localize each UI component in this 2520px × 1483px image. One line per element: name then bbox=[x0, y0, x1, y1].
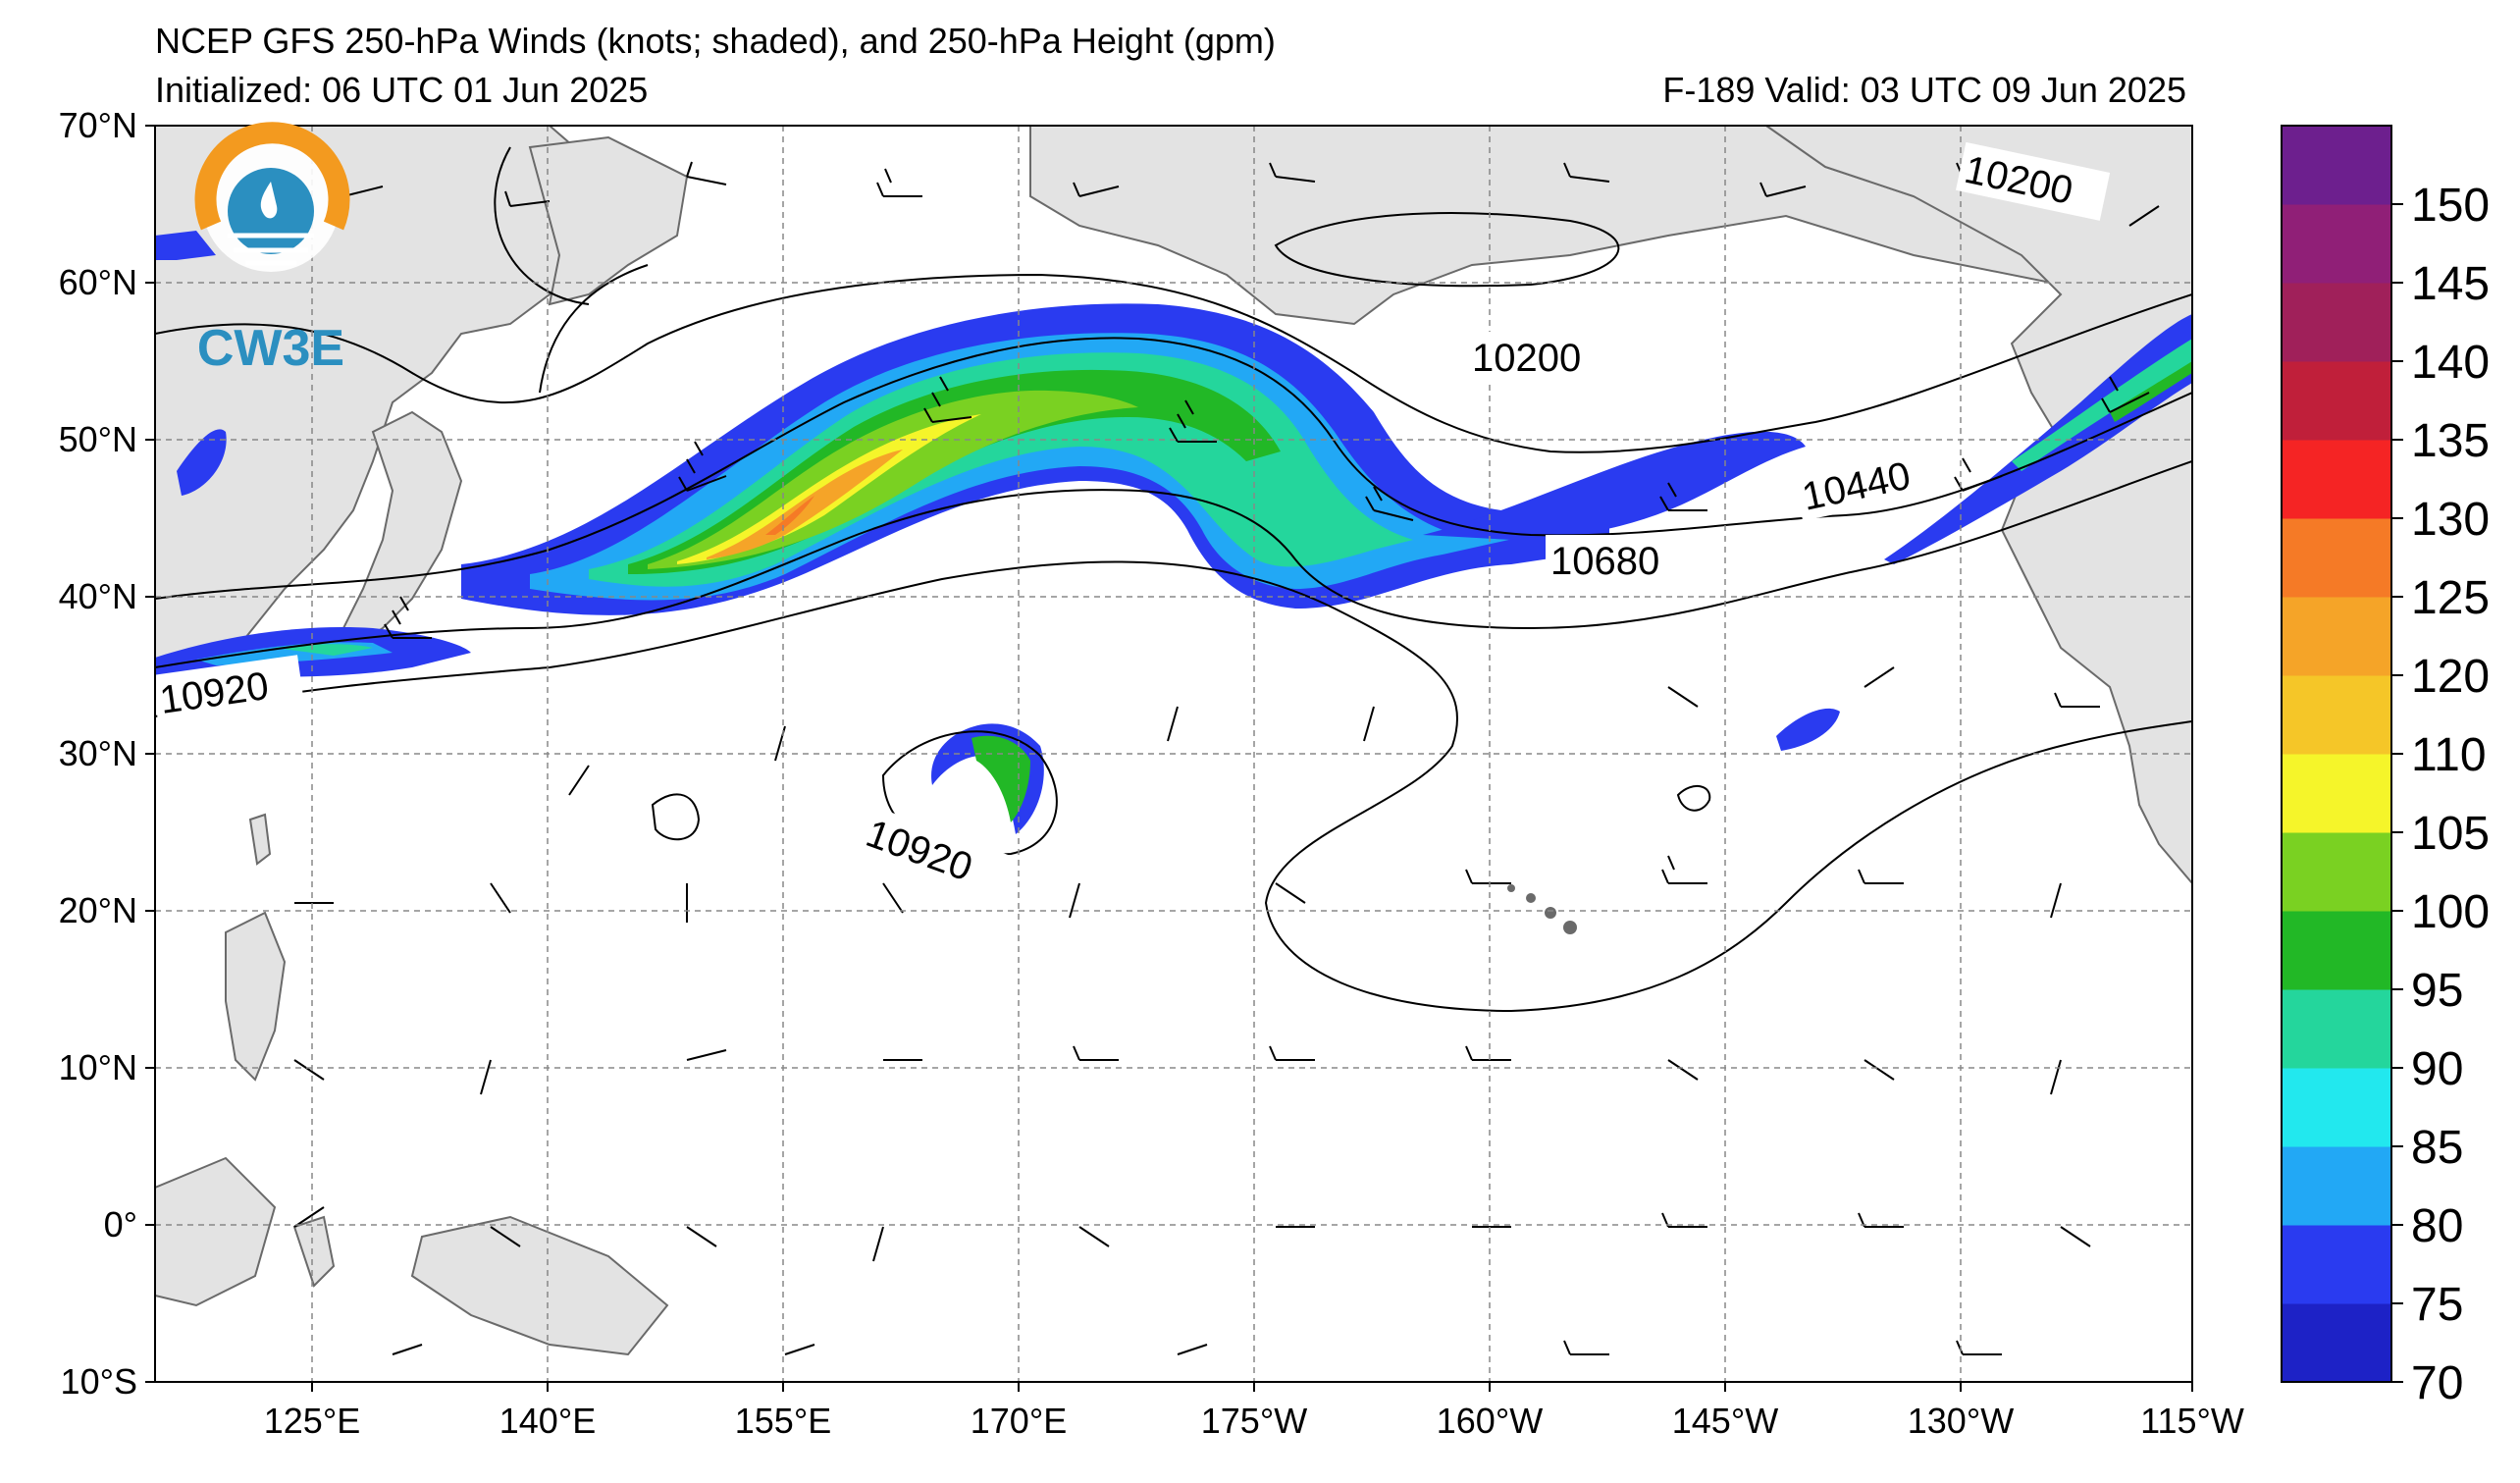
colorbar-swatch bbox=[2282, 675, 2391, 755]
colorbar-tick-label: 70 bbox=[2411, 1357, 2463, 1409]
cw3e-logo: CW3E bbox=[194, 122, 350, 377]
colorbar-tick-label: 145 bbox=[2411, 258, 2490, 310]
height-contours bbox=[155, 146, 2192, 1013]
longitude-labels: 125°E 140°E 155°E 170°E 175°W 160°W 145°… bbox=[264, 1401, 2244, 1441]
wind-barbs bbox=[293, 161, 2160, 1355]
colorbar-tick-label: 85 bbox=[2411, 1122, 2463, 1174]
colorbar-swatch bbox=[2282, 518, 2391, 598]
colorbar-swatch bbox=[2282, 361, 2391, 441]
lat-label: 30°N bbox=[59, 733, 137, 773]
colorbar-tick-label: 105 bbox=[2411, 808, 2490, 860]
lat-label: 70°N bbox=[59, 105, 137, 145]
lat-label: 10°S bbox=[61, 1361, 137, 1402]
lat-label: 60°N bbox=[59, 262, 137, 302]
colorbar-swatch bbox=[2282, 1225, 2391, 1304]
lon-label: 145°W bbox=[1672, 1401, 1778, 1441]
contour-label: 10200 bbox=[1472, 337, 1581, 380]
init-time: Initialized: 06 UTC 01 Jun 2025 bbox=[155, 70, 649, 110]
colorbar-tick-label: 140 bbox=[2411, 337, 2490, 389]
latitude-labels: 70°N 60°N 50°N 40°N 30°N 20°N 10°N 0° 10… bbox=[59, 105, 137, 1402]
colorbar-tick-label: 100 bbox=[2411, 886, 2490, 938]
colorbar-tick-label: 95 bbox=[2411, 965, 2463, 1017]
colorbar-swatch bbox=[2282, 1146, 2391, 1226]
lat-label: 50°N bbox=[59, 419, 137, 459]
axis-ticks bbox=[145, 125, 2193, 1392]
colorbar-tick-label: 75 bbox=[2411, 1279, 2463, 1331]
colorbar-tick-label: 150 bbox=[2411, 180, 2490, 232]
colorbar-swatch bbox=[2282, 832, 2391, 912]
lat-label: 10°N bbox=[59, 1047, 137, 1087]
colorbar-tick-label: 110 bbox=[2411, 729, 2487, 781]
colorbar-swatch bbox=[2282, 283, 2391, 362]
lon-label: 125°E bbox=[264, 1401, 360, 1441]
lon-label: 115°W bbox=[2140, 1401, 2244, 1441]
lon-label: 130°W bbox=[1908, 1401, 2014, 1441]
lat-label: 40°N bbox=[59, 576, 137, 616]
colorbar-tick-label: 90 bbox=[2411, 1043, 2463, 1095]
colorbar-tick-label: 135 bbox=[2411, 415, 2490, 467]
colorbar-swatch bbox=[2282, 1068, 2391, 1147]
lon-label: 160°W bbox=[1437, 1401, 1543, 1441]
lon-label: 170°E bbox=[971, 1401, 1067, 1441]
lat-label: 0° bbox=[104, 1204, 137, 1245]
colorbar-tick-label: 80 bbox=[2411, 1200, 2463, 1252]
lon-label: 175°W bbox=[1201, 1401, 1307, 1441]
lat-label: 20°N bbox=[59, 890, 137, 930]
colorbar-swatch bbox=[2282, 989, 2391, 1069]
colorbar-tick-label: 125 bbox=[2411, 572, 2490, 624]
colorbar-swatch bbox=[2282, 126, 2391, 205]
colorbar-swatch bbox=[2282, 440, 2391, 519]
valid-time: F-189 Valid: 03 UTC 09 Jun 2025 bbox=[1662, 70, 2186, 110]
lon-label: 140°E bbox=[499, 1401, 596, 1441]
colorbar bbox=[2282, 126, 2391, 1383]
colorbar-swatch bbox=[2282, 911, 2391, 990]
gridlines bbox=[155, 126, 2192, 1382]
hawaii-islands bbox=[1507, 884, 1577, 934]
lon-label: 155°E bbox=[735, 1401, 831, 1441]
colorbar-swatch bbox=[2282, 597, 2391, 676]
contour-label: 10680 bbox=[1550, 540, 1659, 583]
colorbar-labels: 70 75 80 85 90 95 100 105 110 120 125 130 135 140 145 1… bbox=[2391, 180, 2490, 1409]
logo-text: CW3E bbox=[197, 320, 344, 377]
colorbar-tick-label: 120 bbox=[2411, 651, 2490, 703]
colorbar-swatch bbox=[2282, 1303, 2391, 1383]
colorbar-tick-label: 130 bbox=[2411, 494, 2490, 546]
colorbar-swatch bbox=[2282, 204, 2391, 284]
map-title: NCEP GFS 250-hPa Winds (knots; shaded), … bbox=[155, 21, 1276, 61]
colorbar-swatch bbox=[2282, 754, 2391, 833]
